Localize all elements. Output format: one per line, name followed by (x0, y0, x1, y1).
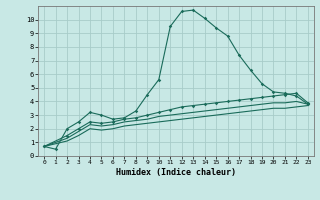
X-axis label: Humidex (Indice chaleur): Humidex (Indice chaleur) (116, 168, 236, 177)
